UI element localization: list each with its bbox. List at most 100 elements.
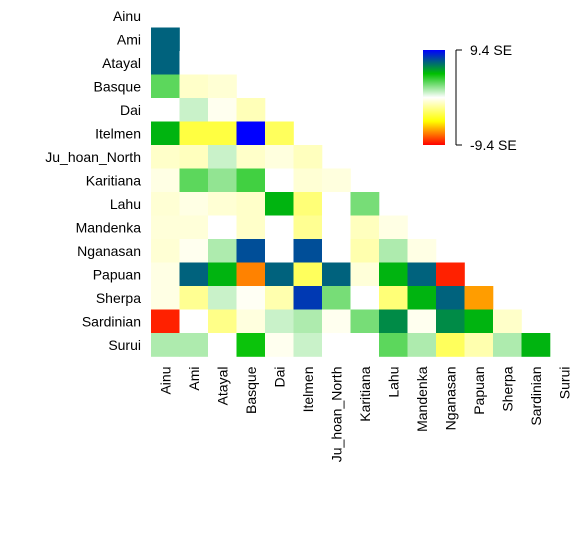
heatmap-cell-Papuan-Ainu xyxy=(151,262,180,287)
heatmap-cell-Papuan-Ami xyxy=(179,262,209,287)
column-label-Itelmen: Itelmen xyxy=(300,367,316,413)
heatmap-cell-Sardinian-Ami xyxy=(179,309,209,334)
heatmap-cell-Papuan-Itelmen xyxy=(293,262,323,287)
column-label-Sherpa: Sherpa xyxy=(499,366,515,411)
color-scale-legend: 9.4 SE -9.4 SE xyxy=(423,42,517,153)
heatmap-cell-Mandenka-Lahu xyxy=(379,215,408,240)
column-label-Nganasan: Nganasan xyxy=(442,367,458,431)
heatmap-cell-Ju_hoan_North-Itelmen xyxy=(293,145,323,169)
heatmap-cell-Basque-Ami xyxy=(179,74,209,99)
heatmap-cell-Atayal-Ainu xyxy=(151,51,180,75)
heatmap-cell-Surui-Sherpa xyxy=(493,333,522,357)
column-label-Atayal: Atayal xyxy=(214,367,230,406)
heatmap-cell-Lahu-Dai xyxy=(265,192,294,216)
column-label-Surui: Surui xyxy=(556,367,572,400)
heatmap-cell-Mandenka-Atayal xyxy=(208,215,237,240)
heatmap-cell-Sardinian-Lahu xyxy=(379,309,408,334)
heatmap-cell-Sardinian-Sherpa xyxy=(493,309,522,334)
row-label-Ami: Ami xyxy=(117,31,141,47)
heatmap-cell-Sardinian-Mandenka xyxy=(407,309,437,334)
heatmap-cell-Karitiana-Ju_hoan_North xyxy=(322,168,351,193)
heatmap-cell-Ju_hoan_North-Atayal xyxy=(208,145,237,169)
heatmap-cell-Karitiana-Ainu xyxy=(151,168,180,193)
heatmap-cell-Sherpa-Ainu xyxy=(151,286,180,310)
row-label-Surui: Surui xyxy=(108,337,141,353)
heatmap-cell-Itelmen-Basque xyxy=(236,121,266,146)
heatmap-cell-Lahu-Karitiana xyxy=(350,192,380,216)
heatmap-cell-Sherpa-Ami xyxy=(179,286,209,310)
column-label-Mandenka: Mandenka xyxy=(414,366,430,432)
heatmap-cell-Karitiana-Atayal xyxy=(208,168,237,193)
column-label-Dai: Dai xyxy=(271,367,287,388)
heatmap-cell-Karitiana-Dai xyxy=(265,168,294,193)
heatmap-cell-Nganasan-Lahu xyxy=(379,239,408,263)
heatmap-cell-Karitiana-Ami xyxy=(179,168,209,193)
heatmap-cell-Sherpa-Mandenka xyxy=(407,286,437,310)
heatmap-cell-Basque-Ainu xyxy=(151,74,180,99)
column-labels: Ainu Ami Atayal Basque Dai Itelmen Ju_hoan_Nor… xyxy=(157,366,572,462)
heatmap-cell-Itelmen-Ami xyxy=(179,121,209,146)
heatmap-cell-Surui-Papuan xyxy=(464,333,494,357)
heatmap-cell-Surui-Sardinian xyxy=(521,333,551,357)
heatmap-cell-Nganasan-Karitiana xyxy=(350,239,380,263)
heatmap-cell-Nganasan-Basque xyxy=(236,239,266,263)
heatmap-cell-Surui-Lahu xyxy=(379,333,408,357)
heatmap-cell-Dai-Ainu xyxy=(151,98,180,122)
color-scale-bar xyxy=(423,50,445,145)
heatmap-cell-Basque-Atayal xyxy=(208,74,237,99)
heatmap-cell-Papuan-Atayal xyxy=(208,262,237,287)
heatmap-cell-Sherpa-Itelmen xyxy=(293,286,323,310)
heatmap-cell-Sardinian-Atayal xyxy=(208,309,237,334)
heatmap-cell-Ju_hoan_North-Dai xyxy=(265,145,294,169)
heatmap-cell-Itelmen-Dai xyxy=(265,121,294,146)
heatmap-cell-Ami-Ainu xyxy=(151,27,180,52)
column-label-Ainu: Ainu xyxy=(157,367,173,395)
heatmap-cell-Nganasan-Ju_hoan_North xyxy=(322,239,351,263)
row-label-Mandenka: Mandenka xyxy=(76,219,142,235)
row-label-Nganasan: Nganasan xyxy=(77,243,141,259)
heatmap-cell-Sardinian-Ainu xyxy=(151,309,180,334)
heatmap-cell-Sardinian-Ju_hoan_North xyxy=(322,309,351,334)
heatmap-cell-Lahu-Itelmen xyxy=(293,192,323,216)
heatmap-cell-Mandenka-Ju_hoan_North xyxy=(322,215,351,240)
heatmap-cell-Ju_hoan_North-Ainu xyxy=(151,145,180,169)
heatmap-cell-Mandenka-Itelmen xyxy=(293,215,323,240)
row-label-Ju_hoan_North: Ju_hoan_North xyxy=(45,149,141,165)
heatmap-cell-Itelmen-Ainu xyxy=(151,121,180,146)
heatmap-cell-Surui-Itelmen xyxy=(293,333,323,357)
heatmap-cell-Surui-Karitiana xyxy=(350,333,380,357)
heatmap-cell-Ju_hoan_North-Basque xyxy=(236,145,266,169)
color-scale-min-label: -9.4 SE xyxy=(470,137,517,153)
heatmap-cell-Surui-Dai xyxy=(265,333,294,357)
heatmap-cell-Surui-Ainu xyxy=(151,333,180,357)
heatmap-cell-Nganasan-Ainu xyxy=(151,239,180,263)
heatmap-cell-Karitiana-Basque xyxy=(236,168,266,193)
heatmap-cell-Surui-Atayal xyxy=(208,333,237,357)
row-label-Ainu: Ainu xyxy=(113,8,141,24)
row-label-Sherpa: Sherpa xyxy=(96,290,141,306)
row-labels: Ainu Ami Atayal Basque Dai Itelmen Ju_hoan_Nor… xyxy=(45,8,141,353)
heatmap-cell-Papuan-Nganasan xyxy=(436,262,465,287)
heatmap-cells xyxy=(151,27,551,357)
heatmap-cell-Itelmen-Atayal xyxy=(208,121,237,146)
heatmap-cell-Lahu-Ami xyxy=(179,192,209,216)
row-label-Dai: Dai xyxy=(120,102,141,118)
row-label-Karitiana: Karitiana xyxy=(86,172,141,188)
row-label-Atayal: Atayal xyxy=(102,55,141,71)
heatmap-cell-Sardinian-Papuan xyxy=(464,309,494,334)
heatmap-cell-Sardinian-Nganasan xyxy=(436,309,465,334)
column-label-Ju_hoan_North: Ju_hoan_North xyxy=(328,367,344,463)
heatmap-cell-Sherpa-Basque xyxy=(236,286,266,310)
heatmap-cell-Sherpa-Lahu xyxy=(379,286,408,310)
heatmap-cell-Papuan-Basque xyxy=(236,262,266,287)
heatmap-cell-Mandenka-Karitiana xyxy=(350,215,380,240)
column-label-Papuan: Papuan xyxy=(471,367,487,415)
heatmap-cell-Nganasan-Atayal xyxy=(208,239,237,263)
heatmap-cell-Nganasan-Itelmen xyxy=(293,239,323,263)
row-label-Basque: Basque xyxy=(94,78,142,94)
heatmap-cell-Papuan-Dai xyxy=(265,262,294,287)
heatmap-cell-Dai-Ami xyxy=(179,98,209,122)
column-label-Karitiana: Karitiana xyxy=(357,366,373,421)
heatmap-cell-Sherpa-Atayal xyxy=(208,286,237,310)
heatmap-cell-Dai-Atayal xyxy=(208,98,237,122)
